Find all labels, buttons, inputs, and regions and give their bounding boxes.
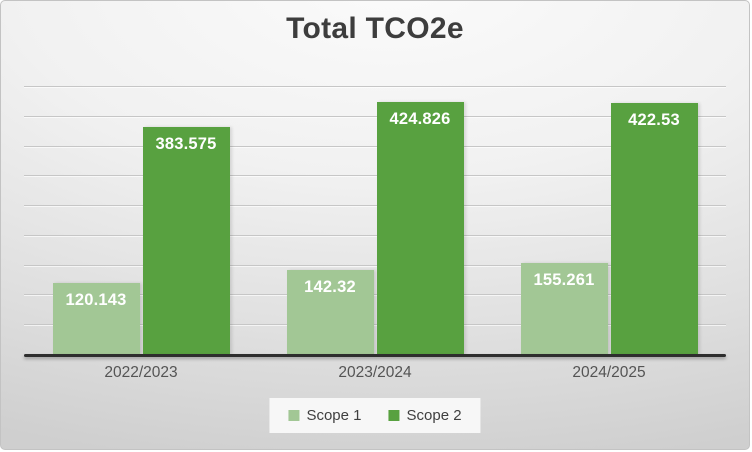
gridline (24, 145, 726, 147)
legend: Scope 1 Scope 2 (269, 398, 481, 433)
gridline (24, 234, 726, 236)
gridline (24, 115, 726, 117)
bar-scope-2: 422.53 (610, 103, 698, 355)
legend-label-scope-2: Scope 2 (406, 407, 462, 424)
x-axis-label: 2022/2023 (104, 364, 178, 381)
gridline (24, 205, 726, 207)
gridline (24, 264, 726, 266)
x-axis-line (24, 354, 726, 357)
x-axis-label: 2024/2025 (572, 364, 646, 381)
bar-value-label: 155.261 (533, 270, 595, 289)
scope-2-swatch-icon (388, 410, 400, 421)
bar-value-label: 422.53 (628, 111, 680, 130)
bar-scope-1: 155.261 (520, 262, 608, 355)
bar-group: 120.143 383.575 (24, 87, 258, 355)
bar-value-label: 424.826 (389, 110, 451, 128)
chart-title: Total TCO2e (286, 12, 464, 45)
bar-value-label: 120.143 (65, 291, 127, 310)
bar-value-label: 383.575 (155, 134, 217, 153)
legend-item-scope-1: Scope 1 (288, 407, 362, 424)
gridline (24, 294, 726, 296)
bar-scope-1: 120.143 (52, 283, 140, 355)
x-axis-label: 2023/2024 (338, 364, 412, 381)
bar-groups: 120.143 383.575 142.32 424.826 155.261 422.53 (24, 87, 726, 355)
legend-item-scope-2: Scope 2 (388, 407, 462, 424)
gridline (24, 86, 726, 87)
bar-scope-2: 383.575 (142, 126, 230, 355)
plot-area: 120.143 383.575 142.32 424.826 155.261 422.53 (24, 86, 726, 357)
bar-scope-2: 424.826 (376, 102, 464, 355)
legend-label-scope-1: Scope 1 (306, 407, 362, 424)
scope-1-swatch-icon (288, 410, 300, 421)
x-axis-labels: 2022/2023 2023/2024 2024/2025 (24, 364, 726, 382)
bar-scope-1: 142.32 (286, 270, 374, 355)
bar-group: 155.261 422.53 (492, 87, 726, 355)
gridline (24, 175, 726, 177)
bar-group: 142.32 424.826 (258, 87, 492, 355)
gridline (24, 324, 726, 326)
bar-value-label: 142.32 (304, 278, 356, 297)
